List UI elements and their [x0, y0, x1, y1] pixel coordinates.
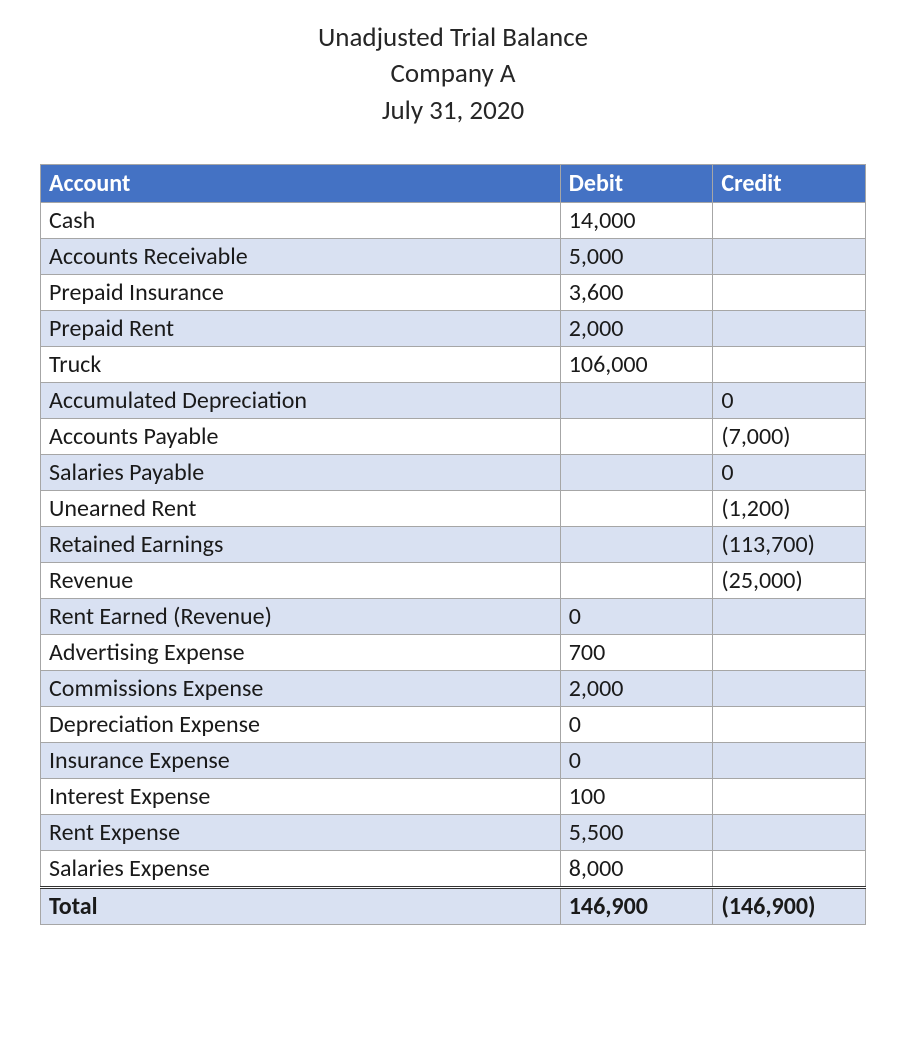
cell-debit: [560, 383, 713, 419]
cell-credit: [713, 347, 866, 383]
cell-credit: [713, 815, 866, 851]
cell-credit: [713, 311, 866, 347]
cell-account: Salaries Expense: [41, 851, 561, 888]
cell-credit: 0: [713, 455, 866, 491]
cell-credit: (7,000): [713, 419, 866, 455]
table-row: Salaries Payable 0: [41, 455, 866, 491]
cell-account: Rent Expense: [41, 815, 561, 851]
cell-account: Accounts Payable: [41, 419, 561, 455]
cell-debit: [560, 563, 713, 599]
report-date: July 31, 2020: [40, 93, 866, 129]
company-name: Company A: [40, 56, 866, 92]
table-row: Insurance Expense0: [41, 743, 866, 779]
table-row: Unearned Rent (1,200): [41, 491, 866, 527]
table-header-row: Account Debit Credit: [41, 165, 866, 203]
cell-account: Unearned Rent: [41, 491, 561, 527]
cell-account: Prepaid Rent: [41, 311, 561, 347]
cell-credit: [713, 635, 866, 671]
cell-debit: 700: [560, 635, 713, 671]
cell-credit: [713, 599, 866, 635]
table-row: Commissions Expense2,000: [41, 671, 866, 707]
table-row: Accumulated Depreciation 0: [41, 383, 866, 419]
cell-debit: 2,000: [560, 311, 713, 347]
cell-credit: (113,700): [713, 527, 866, 563]
cell-debit: [560, 419, 713, 455]
cell-credit: [713, 203, 866, 239]
table-row: Revenue (25,000): [41, 563, 866, 599]
table-row: Advertising Expense700: [41, 635, 866, 671]
table-row: Interest Expense100: [41, 779, 866, 815]
cell-credit: [713, 275, 866, 311]
cell-debit: [560, 527, 713, 563]
report-header: Unadjusted Trial Balance Company A July …: [40, 20, 866, 129]
cell-account: Interest Expense: [41, 779, 561, 815]
table-row: Rent Expense5,500: [41, 815, 866, 851]
cell-credit: [713, 851, 866, 888]
table-total-row: Total146,900(146,900): [41, 888, 866, 925]
total-label: Total: [41, 888, 561, 925]
trial-balance-table: Account Debit Credit Cash14,000Accounts …: [40, 164, 866, 925]
cell-credit: [713, 707, 866, 743]
table-row: Retained Earnings (113,700): [41, 527, 866, 563]
cell-credit: 0: [713, 383, 866, 419]
total-credit: (146,900): [713, 888, 866, 925]
cell-credit: (25,000): [713, 563, 866, 599]
table-row: Rent Earned (Revenue)0: [41, 599, 866, 635]
cell-account: Rent Earned (Revenue): [41, 599, 561, 635]
col-header-account: Account: [41, 165, 561, 203]
cell-debit: 0: [560, 599, 713, 635]
cell-account: Accounts Receivable: [41, 239, 561, 275]
cell-account: Accumulated Depreciation: [41, 383, 561, 419]
table-row: Depreciation Expense0: [41, 707, 866, 743]
cell-debit: [560, 491, 713, 527]
cell-account: Depreciation Expense: [41, 707, 561, 743]
cell-account: Truck: [41, 347, 561, 383]
cell-account: Insurance Expense: [41, 743, 561, 779]
cell-debit: 5,500: [560, 815, 713, 851]
cell-account: Retained Earnings: [41, 527, 561, 563]
col-header-credit: Credit: [713, 165, 866, 203]
cell-credit: (1,200): [713, 491, 866, 527]
cell-debit: 5,000: [560, 239, 713, 275]
table-row: Salaries Expense8,000: [41, 851, 866, 888]
cell-debit: 3,600: [560, 275, 713, 311]
cell-credit: [713, 779, 866, 815]
table-row: Prepaid Insurance3,600: [41, 275, 866, 311]
total-debit: 146,900: [560, 888, 713, 925]
cell-credit: [713, 239, 866, 275]
cell-account: Prepaid Insurance: [41, 275, 561, 311]
report-title: Unadjusted Trial Balance: [40, 20, 866, 56]
cell-account: Revenue: [41, 563, 561, 599]
cell-debit: 2,000: [560, 671, 713, 707]
cell-debit: 0: [560, 743, 713, 779]
cell-account: Advertising Expense: [41, 635, 561, 671]
cell-debit: 106,000: [560, 347, 713, 383]
table-row: Accounts Payable (7,000): [41, 419, 866, 455]
cell-account: Commissions Expense: [41, 671, 561, 707]
table-row: Accounts Receivable5,000: [41, 239, 866, 275]
cell-credit: [713, 671, 866, 707]
cell-account: Salaries Payable: [41, 455, 561, 491]
table-row: Prepaid Rent2,000: [41, 311, 866, 347]
cell-debit: 14,000: [560, 203, 713, 239]
cell-debit: 100: [560, 779, 713, 815]
trial-balance-table-wrap: Account Debit Credit Cash14,000Accounts …: [40, 164, 866, 925]
cell-debit: 0: [560, 707, 713, 743]
table-row: Cash14,000: [41, 203, 866, 239]
col-header-debit: Debit: [560, 165, 713, 203]
cell-credit: [713, 743, 866, 779]
cell-debit: 8,000: [560, 851, 713, 888]
table-row: Truck106,000: [41, 347, 866, 383]
cell-account: Cash: [41, 203, 561, 239]
cell-debit: [560, 455, 713, 491]
